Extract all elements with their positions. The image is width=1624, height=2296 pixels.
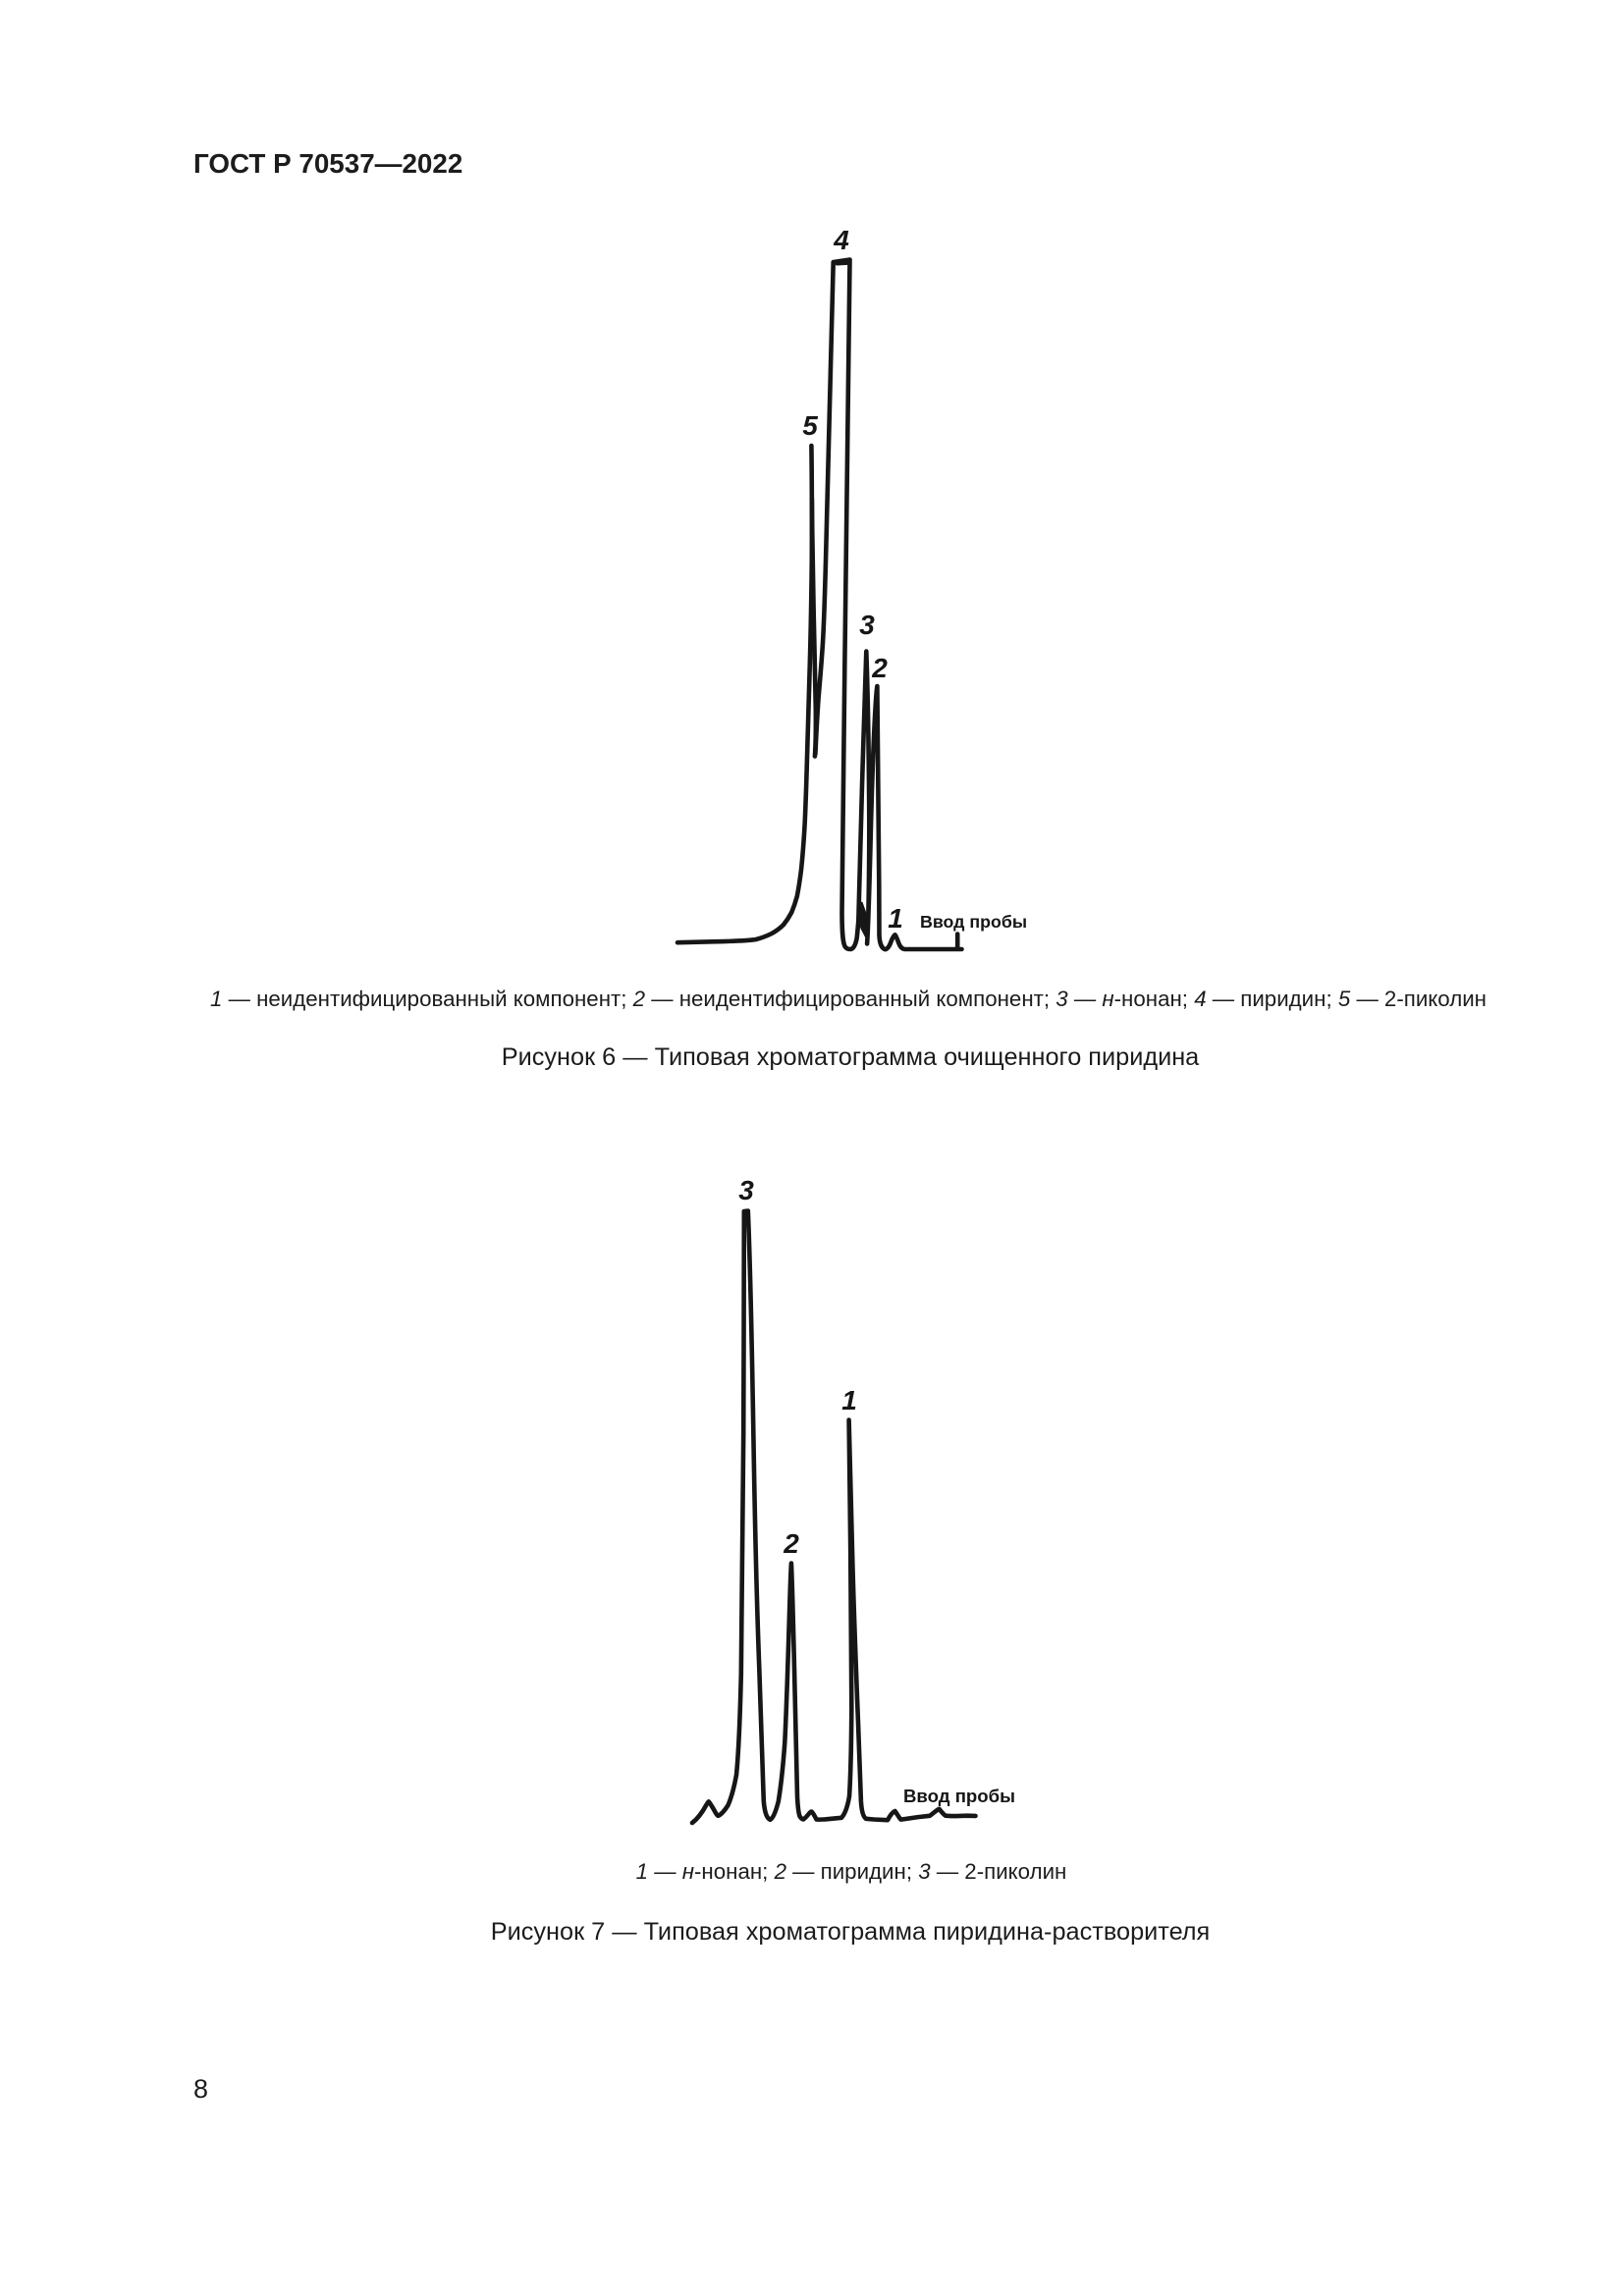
svg-text:1: 1 — [841, 1385, 857, 1415]
svg-text:4: 4 — [833, 225, 849, 255]
svg-text:5: 5 — [802, 410, 818, 441]
svg-text:2: 2 — [871, 653, 888, 683]
svg-text:Ввод пробы: Ввод пробы — [920, 912, 1027, 932]
svg-text:2: 2 — [783, 1528, 799, 1559]
svg-text:3: 3 — [859, 610, 875, 640]
svg-text:Ввод пробы: Ввод пробы — [903, 1786, 1015, 1806]
svg-text:1: 1 — [888, 903, 903, 934]
svg-text:3: 3 — [738, 1175, 754, 1205]
